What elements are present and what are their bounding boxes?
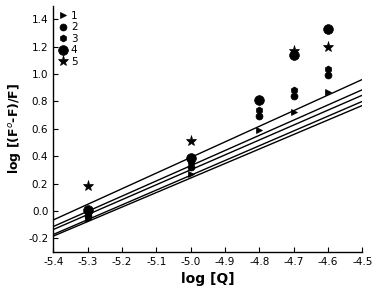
1 [188,172,193,176]
3 [257,108,262,111]
4 [291,53,296,57]
2 [257,115,262,118]
2 [326,74,330,77]
3 [188,160,193,164]
X-axis label: log [Q]: log [Q] [181,272,235,286]
1 [326,90,330,93]
5 [291,49,296,53]
Line: 4: 4 [83,24,333,214]
1 [85,218,90,221]
2 [291,94,296,98]
5 [85,185,90,188]
Legend: 1, 2, 3, 4, 5: 1, 2, 3, 4, 5 [56,9,80,69]
1 [257,128,262,132]
4 [257,98,262,102]
4 [188,156,193,159]
5 [326,45,330,48]
Line: 2: 2 [84,72,332,220]
2 [188,165,193,169]
4 [326,27,330,31]
3 [291,89,296,92]
5 [188,139,193,143]
Y-axis label: log [(F$^o$-F)/F]: log [(F$^o$-F)/F] [6,83,23,174]
Line: 3: 3 [84,65,332,217]
Line: 5: 5 [82,41,333,192]
Line: 1: 1 [84,88,332,223]
3 [326,67,330,70]
2 [85,215,90,218]
4 [85,208,90,211]
1 [291,111,296,114]
3 [85,212,90,215]
